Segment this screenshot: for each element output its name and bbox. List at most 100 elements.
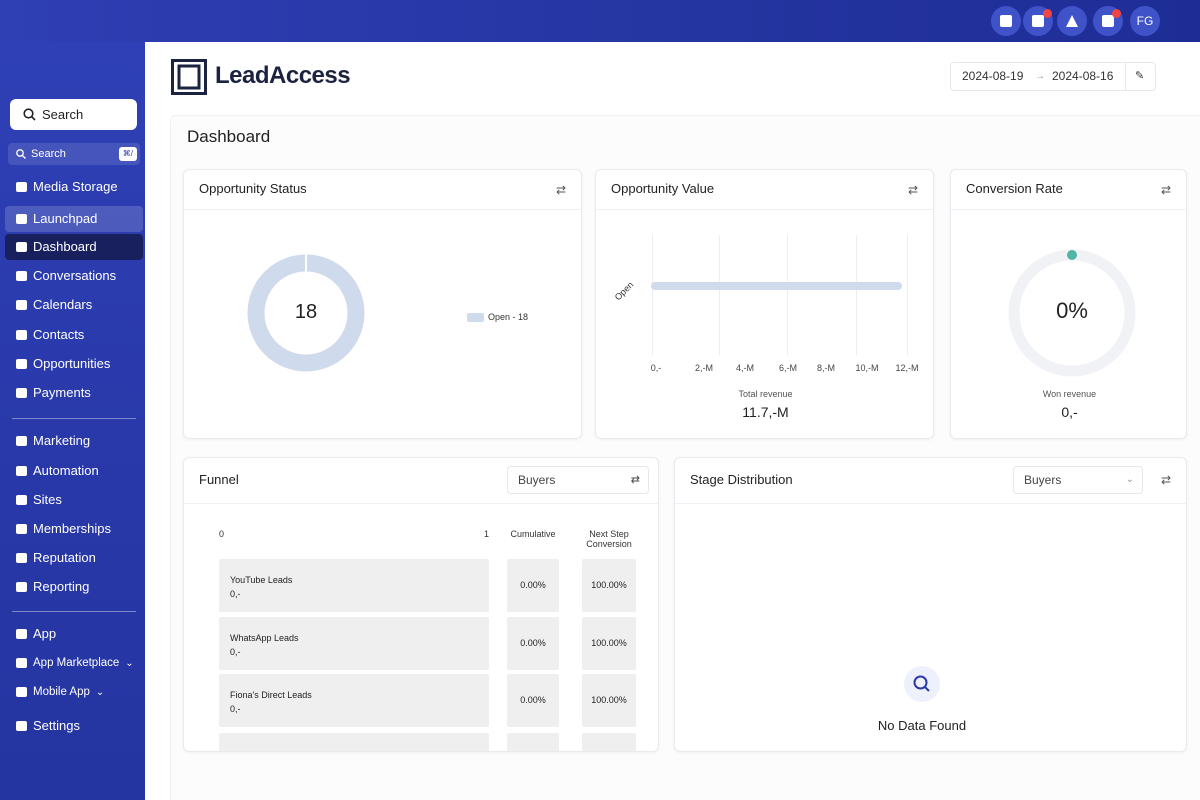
nav-label: App Marketplace [33,657,120,669]
top-bar: FG [0,0,1200,42]
swap-button[interactable]: ⇄ [907,183,918,197]
filter-select[interactable]: Buyers ⌄ [1013,466,1143,494]
stage-name: YouTube Leads [230,575,293,585]
divider [12,611,136,612]
nav-item[interactable]: Marketing [5,428,143,454]
x-tick-label: 6,-M [779,363,797,373]
arrow: → [1035,71,1045,82]
nav-icon [16,658,27,668]
x-tick-label: 2,-M [695,363,713,373]
nav-label: Launchpad [33,211,98,226]
nav-item[interactable]: Payments [5,380,143,406]
phone-button[interactable] [991,6,1021,36]
next-step-cell: 100.00% [582,617,636,670]
legend-swatch [467,313,484,322]
nav-item[interactable]: Memberships [5,516,143,542]
stage-name: WhatsApp Leads [230,633,299,643]
nav-item[interactable]: Opportunities [5,351,143,377]
caption: Won revenue [1042,389,1097,399]
nav-label: Contacts [33,327,85,342]
alert-button[interactable] [1057,6,1087,36]
filter-select[interactable]: Buyers ⇄ [507,466,649,494]
nav-icon [16,436,27,446]
rate: 0% [1056,298,1088,323]
x-tick-label: 10,-M [855,363,879,373]
nav-icon [16,629,27,639]
shortcut: ⌘/ [118,147,137,161]
card-title: Conversion Rate [966,181,1063,196]
nav-label: Memberships [33,521,112,536]
nav-label: Sites [33,492,62,507]
edit-button[interactable]: ✎ [1135,70,1145,82]
empty-icon [904,666,940,702]
nav-item[interactable]: Reputation [5,545,143,571]
nav-label: Calendars [33,297,93,312]
card-title: Opportunity Value [611,181,715,196]
won-revenue: 0,- [1061,404,1078,420]
donut [247,254,365,372]
card-title: Stage Distribution [690,472,793,487]
stage-box [219,733,489,751]
nav-icon [16,466,27,476]
nav-item[interactable]: Sites [5,487,143,513]
column-header: Cumulative [510,529,556,539]
nav-item[interactable]: Mobile App ⌄ [5,679,143,705]
date-range[interactable]: 2024-08-19 → 2024-08-16 ✎ [950,62,1156,91]
stage-box: YouTube Leads 0,- [219,559,489,612]
x-tick-label: 8,-M [817,363,835,373]
nav-item[interactable]: Media Storage [5,174,143,200]
nav-label: Conversations [33,268,117,283]
nav-icon [16,330,27,340]
cumulative-cell: 0.00% [507,674,559,727]
nav-item[interactable]: Launchpad [5,206,143,232]
separator [1125,63,1126,90]
search-icon [23,108,36,121]
search-label: Search [42,107,84,122]
legend-label: Open - 18 [488,312,529,322]
funnel-rows: YouTube Leads 0,- 0.00% 100.00% WhatsApp Lea… [184,458,658,751]
nav-item[interactable]: Conversations [5,263,143,289]
nav-item[interactable]: App [5,621,143,647]
nav-label: Opportunities [33,356,111,371]
column-header: Next Step Conversion [586,529,632,549]
quick-search[interactable]: Search ⌘/ [8,143,140,165]
chart-area: 0,- 2,-M 4,-M 6,-M 8,-M 10,-M 12,-M [596,170,935,440]
nav-label: Mobile App [33,686,90,698]
caption: Total revenue [738,389,793,399]
content: Dashboard Opportunity Status ⇄ 18 Open -… [170,115,1200,800]
chevron: ⌄ [95,687,105,698]
avatar[interactable]: FG [1130,6,1160,36]
swap-button[interactable]: ⇄ [1160,473,1171,487]
swap-button[interactable]: ⇄ [1160,183,1171,197]
search-button[interactable]: Search [10,99,137,130]
sidebar: Search Search ⌘/ Media Storage Launchpad D… [0,42,145,800]
next-step-cell: 100.00% [582,559,636,612]
main: LeadAccess 2024-08-19 → 2024-08-16 ✎ Das… [145,42,1200,800]
separator [184,209,581,210]
nav-item[interactable]: Reporting [5,574,143,600]
nav-item[interactable]: Dashboard [5,234,143,260]
axis-start: 0 [219,529,225,539]
nav-label: Media Storage [33,179,118,194]
swap-button[interactable]: ⇄ [555,183,566,197]
nav-item[interactable]: Calendars [5,292,143,318]
nav-item[interactable]: Automation [5,458,143,484]
swap-icon: ⇄ [630,474,640,486]
nav-icon [16,271,27,281]
cumulative-cell: 0.00% [507,617,559,670]
nav-icon [16,388,27,398]
nav-item[interactable]: Settings [5,713,143,739]
nav-icon [16,242,27,252]
nav-item[interactable]: App Marketplace ⌄ [5,650,143,676]
nav-icon [16,687,27,697]
separator [596,209,933,210]
separator [184,503,658,504]
bar [651,282,902,290]
opportunity-status-card: Opportunity Status ⇄ 18 Open - 18 [183,169,582,439]
nav-item[interactable]: Contacts [5,322,143,348]
stage-box [582,733,636,751]
nav-icon [16,553,27,563]
filter-label: Buyers [1024,473,1062,487]
nav-icon [16,300,27,310]
